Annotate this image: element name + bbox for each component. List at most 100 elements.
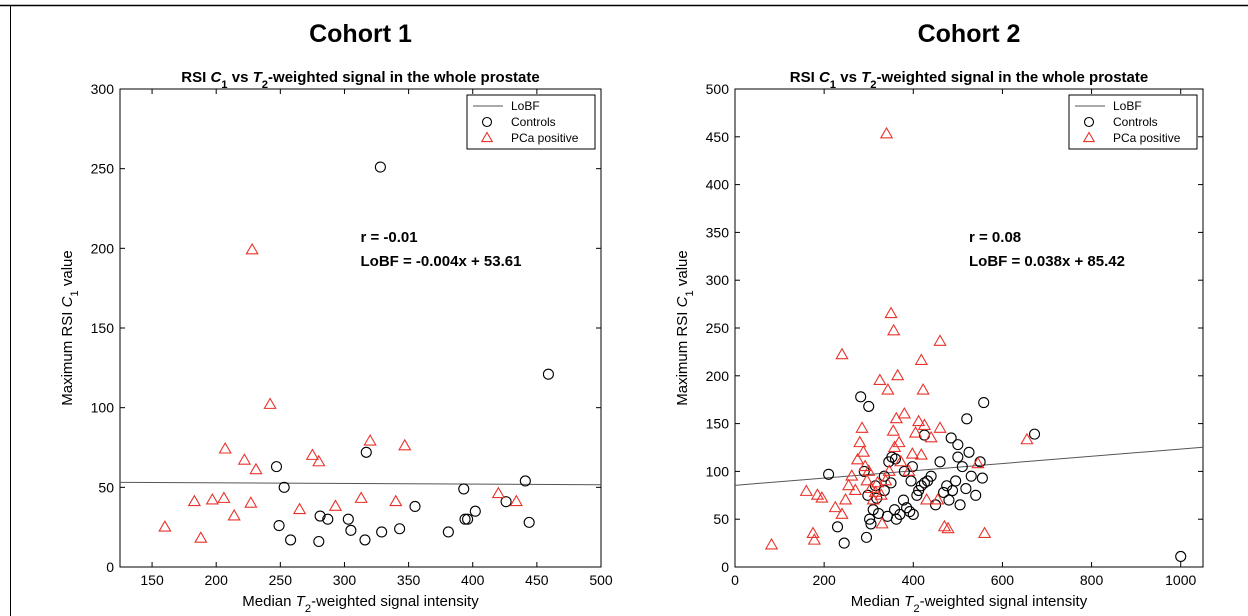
text-part: C [819, 69, 831, 86]
text-part: 1 [221, 79, 227, 91]
pca-point [933, 334, 947, 346]
pca-point [875, 516, 889, 529]
pca-point [920, 492, 934, 505]
control-point [956, 461, 968, 473]
lobf-line [734, 446, 1204, 486]
pca-point [835, 347, 849, 360]
pca-point [862, 464, 876, 476]
pca-point [874, 488, 888, 500]
pca-point [914, 448, 928, 460]
control-point [978, 397, 990, 409]
text-part: 1 [69, 290, 81, 296]
legend-label: PCa positive [1113, 131, 1181, 145]
pca-point [328, 499, 343, 511]
y-tick-label: 300 [706, 272, 730, 288]
text-part: 1 [684, 290, 696, 296]
text-part: Median [242, 593, 295, 610]
control-point [918, 477, 930, 489]
control-point [376, 526, 388, 538]
y-tick-label: 250 [91, 161, 115, 177]
control-point [855, 391, 867, 403]
text-part: 2 [870, 79, 876, 91]
pca-point [856, 445, 871, 457]
text-part: C [674, 296, 691, 307]
control-point [885, 477, 897, 489]
pca-point [905, 447, 920, 459]
y-tick-label: 500 [706, 81, 730, 97]
control-point [911, 489, 923, 501]
pca-point [914, 353, 928, 365]
control-point [360, 446, 372, 458]
pca-point [158, 520, 172, 532]
text-part: Maximum RSI [674, 307, 691, 405]
pca-point [799, 484, 813, 496]
pca-point [892, 435, 906, 448]
control-point [831, 521, 844, 533]
text-part: value [59, 250, 76, 290]
control-point [863, 400, 875, 412]
x-tick-label: 200 [205, 572, 229, 588]
pca-point [389, 494, 403, 507]
y-tick-label: 150 [91, 320, 115, 336]
text-part: Median [851, 593, 904, 610]
pca-point [897, 406, 912, 419]
control-point [838, 537, 850, 549]
control-point [1175, 550, 1187, 563]
text-part: -weighted signal in the whole prostate [268, 69, 540, 86]
text-part: 2 [305, 603, 311, 615]
pca-point [860, 473, 874, 486]
pca-point [194, 531, 208, 543]
pca-point [931, 492, 945, 505]
text-part: -weighted signal intensity [311, 593, 479, 610]
text-part: -weighted signal in the whole prostate [877, 69, 1149, 86]
control-point [862, 489, 874, 501]
control-point [459, 513, 471, 525]
control-point [954, 499, 966, 511]
pca-point [835, 507, 849, 519]
y-tick-label: 200 [91, 240, 115, 256]
pca-point [842, 478, 856, 491]
x-axis-label: Median T2-weighted signal intensity [242, 593, 479, 615]
pca-point [764, 537, 779, 550]
y-tick-label: 450 [706, 129, 730, 145]
control-point [409, 500, 421, 513]
pca-point [977, 526, 992, 538]
legend-box [466, 94, 596, 150]
pca-point [908, 426, 923, 438]
x-tick-label: 600 [991, 572, 1015, 588]
legend-triangle-swatch [480, 131, 494, 143]
y-tick-label: 100 [91, 400, 115, 416]
text-part: vs [228, 69, 253, 86]
control-point [878, 470, 890, 482]
pca-point [245, 242, 259, 255]
legend-box [1068, 94, 1198, 150]
control-point [374, 161, 386, 173]
pca-point [845, 469, 859, 481]
pca-point [815, 491, 829, 503]
legend-triangle-swatch [1082, 131, 1096, 143]
x-tick-label: 450 [525, 572, 549, 588]
control-point [458, 483, 470, 495]
pca-point [810, 488, 825, 500]
plot-title: RSI C1 vs T2-weighted signal in the whol… [181, 69, 539, 91]
axes-box [119, 88, 602, 568]
legend-circle-swatch [1083, 116, 1095, 128]
lobf-line [119, 481, 602, 486]
x-tick-label: 300 [333, 572, 357, 588]
control-point [934, 456, 946, 468]
cohort-title: Cohort 2 [918, 20, 1021, 48]
y-tick-label: 0 [106, 559, 114, 575]
pca-point [249, 462, 263, 475]
pca-point [853, 435, 867, 448]
x-tick-label: 200 [812, 572, 836, 588]
y-tick-label: 350 [706, 224, 730, 240]
pca-point [509, 494, 523, 507]
control-point [898, 465, 910, 477]
control-point [894, 508, 906, 520]
pca-point [911, 414, 926, 427]
control-point [976, 472, 988, 484]
pca-point [916, 383, 930, 395]
y-axis-label: Maximum RSI C1 value [59, 250, 81, 405]
pca-point [491, 486, 506, 499]
control-point [469, 505, 481, 517]
